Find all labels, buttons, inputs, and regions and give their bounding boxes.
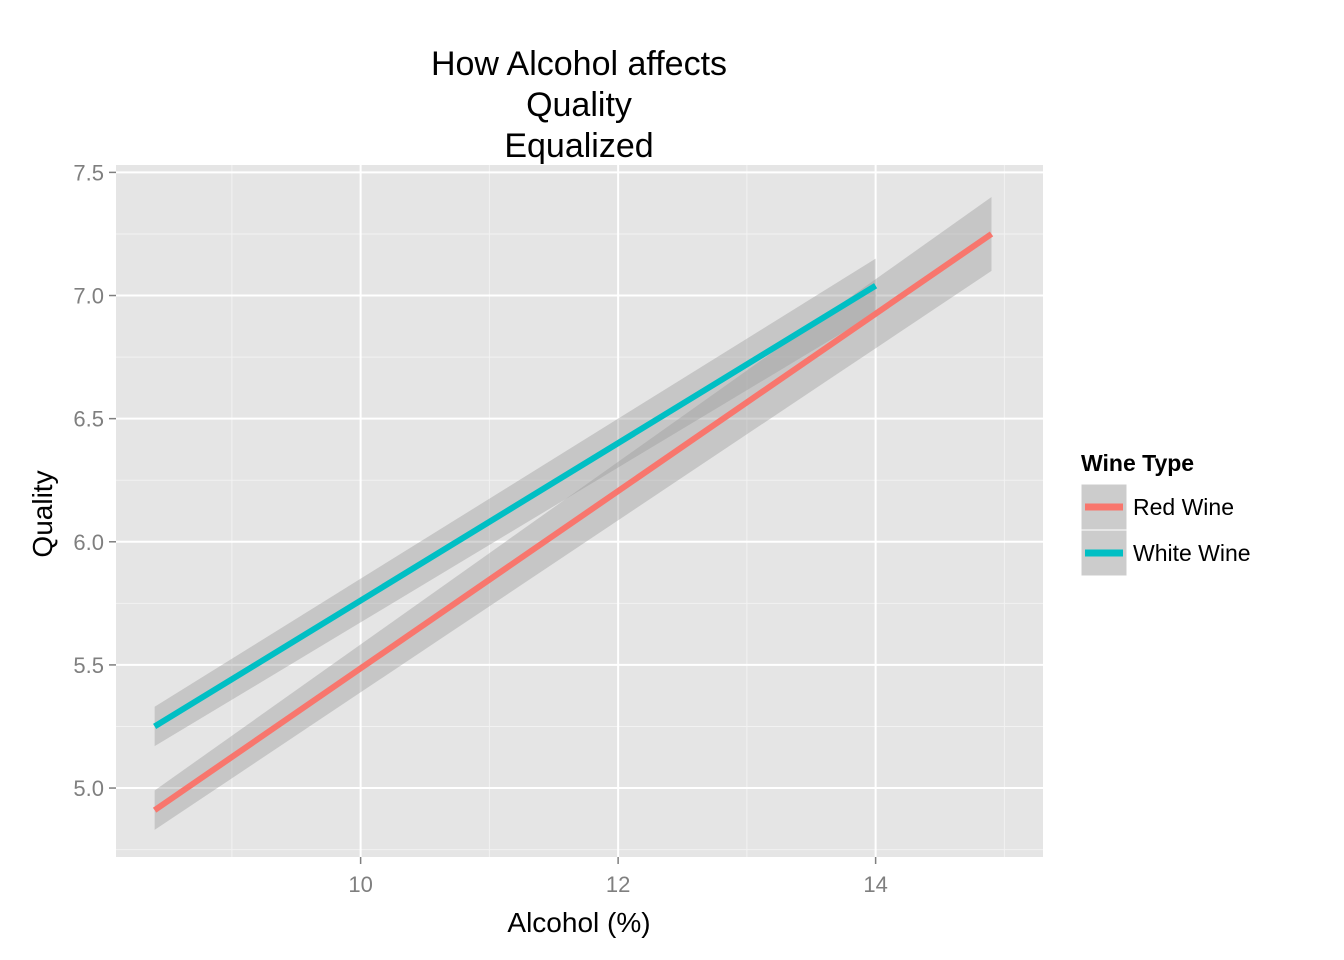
series-line	[152, 231, 994, 813]
x-tick-label: 14	[863, 872, 887, 897]
y-tick-label: 5.5	[73, 653, 104, 678]
series-lines	[152, 231, 994, 813]
y-axis-title: Quality	[27, 470, 58, 557]
chart-title-line-1: How Alcohol affects	[431, 45, 727, 83]
chart-title: How Alcohol affects Quality Equalized	[431, 45, 727, 165]
confidence-band	[154, 258, 876, 747]
confidence-bands	[154, 197, 992, 830]
y-axis-ticks: 5.0 5.5 6.0 6.5 7.0 7.5	[73, 160, 116, 801]
y-tick-label: 6.0	[73, 530, 104, 555]
legend-label: Red Wine	[1133, 494, 1234, 520]
x-axis-title: Alcohol (%)	[507, 907, 650, 938]
legend-label: White Wine	[1133, 540, 1251, 566]
minor-gridlines	[116, 165, 1043, 857]
legend: Wine Type Red Wine White Wine	[1080, 450, 1251, 577]
y-tick-label: 7.0	[73, 284, 104, 309]
plot-panel	[116, 165, 1043, 857]
confidence-band	[154, 197, 992, 830]
y-tick-label: 6.5	[73, 407, 104, 432]
chart-title-line-2: Quality	[526, 86, 632, 124]
y-tick-label: 7.5	[73, 160, 104, 185]
x-tick-label: 10	[348, 872, 372, 897]
legend-items: Red Wine White Wine	[1080, 483, 1251, 577]
x-axis-ticks: 10 12 14	[348, 857, 888, 897]
y-tick-label: 5.0	[73, 776, 104, 801]
chart-title-line-3: Equalized	[504, 127, 653, 165]
major-gridlines	[116, 165, 1043, 857]
legend-title: Wine Type	[1081, 450, 1194, 476]
x-tick-label: 12	[606, 872, 630, 897]
series-line	[153, 283, 878, 730]
